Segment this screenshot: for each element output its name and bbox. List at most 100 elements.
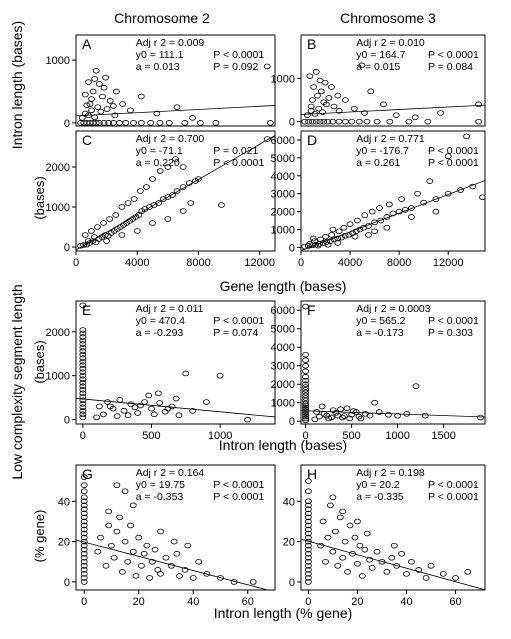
data-point xyxy=(145,392,153,399)
data-point xyxy=(156,120,164,126)
data-point xyxy=(317,236,325,243)
data-point xyxy=(304,526,312,533)
data-point xyxy=(302,400,310,407)
stat-pvalue: P = 0.092 xyxy=(213,61,258,73)
data-point xyxy=(189,408,197,414)
column-title-chromosome-3: Chromosome 3 xyxy=(340,10,436,26)
y-tick-label: 0 xyxy=(64,118,70,130)
data-point xyxy=(80,510,88,517)
data-point xyxy=(100,411,107,418)
data-point xyxy=(412,383,420,389)
data-point xyxy=(79,334,87,340)
data-point xyxy=(302,415,310,422)
panel-letter: C xyxy=(82,132,92,148)
panel-frame xyxy=(300,34,486,127)
data-point xyxy=(122,120,130,126)
data-point xyxy=(143,542,151,549)
data-point xyxy=(80,563,88,569)
data-point xyxy=(79,376,87,382)
data-point xyxy=(330,103,338,110)
data-point xyxy=(79,348,87,354)
y-tick-label: 40 xyxy=(58,496,70,508)
x-tick-label: 500 xyxy=(342,430,360,442)
data-point xyxy=(304,554,312,561)
data-point xyxy=(121,488,129,495)
xlabel-gene-length: Gene length (bases) xyxy=(220,278,347,294)
x-tick-label: 0 xyxy=(298,257,304,269)
data-point xyxy=(324,534,332,541)
data-point xyxy=(93,414,100,421)
stat-text: a = -0.353 xyxy=(136,491,184,503)
data-point xyxy=(301,118,309,125)
data-point xyxy=(312,118,320,125)
data-point xyxy=(302,417,310,424)
data-point xyxy=(398,550,405,557)
data-point xyxy=(340,224,348,231)
data-point xyxy=(340,413,348,419)
xlabel-intron-length-pct: Intron length (% gene) xyxy=(214,605,353,621)
data-point xyxy=(182,370,190,377)
data-point xyxy=(99,93,106,100)
data-point xyxy=(137,120,145,126)
data-point xyxy=(113,528,121,535)
data-point xyxy=(150,411,158,418)
data-point xyxy=(339,508,347,515)
data-point xyxy=(358,573,366,579)
data-point xyxy=(324,118,332,125)
data-point xyxy=(218,202,225,208)
y-tick-label: 2000 xyxy=(46,162,70,174)
panel-frame xyxy=(75,130,276,252)
data-point xyxy=(390,542,398,549)
data-point xyxy=(172,395,180,402)
data-point xyxy=(311,416,319,423)
data-point xyxy=(304,498,312,505)
data-point xyxy=(79,330,87,337)
x-tick-label: 1500 xyxy=(431,430,455,442)
data-point xyxy=(329,548,337,555)
data-point xyxy=(80,502,88,509)
data-point xyxy=(320,99,328,105)
data-point xyxy=(332,410,340,416)
data-point xyxy=(95,120,103,126)
stat-text: a = 0.261 xyxy=(356,157,400,169)
column-title-chromosome-2: Chromosome 2 xyxy=(114,10,210,26)
data-point xyxy=(328,84,335,90)
data-point xyxy=(87,228,95,234)
data-point xyxy=(108,542,115,549)
x-tick-label: 4000 xyxy=(125,257,149,269)
x-tick-label: 12000 xyxy=(433,257,464,269)
data-point xyxy=(169,192,176,198)
data-point xyxy=(384,411,392,418)
data-point xyxy=(475,101,483,108)
data-point xyxy=(94,104,102,110)
data-point xyxy=(407,214,415,220)
data-point xyxy=(302,389,310,396)
data-point xyxy=(463,133,471,140)
x-tick-label: 1000 xyxy=(385,430,409,442)
data-point xyxy=(422,575,430,581)
data-point xyxy=(355,413,363,420)
data-point xyxy=(127,522,134,529)
data-point xyxy=(304,550,312,557)
data-point xyxy=(79,400,87,407)
data-point xyxy=(395,208,403,215)
data-point xyxy=(371,228,379,235)
data-point xyxy=(302,368,310,375)
data-point xyxy=(80,550,88,557)
data-point xyxy=(80,494,88,501)
data-point xyxy=(302,381,310,388)
ylabel-bases-e: (bases) xyxy=(32,340,47,383)
data-point xyxy=(149,176,156,182)
data-point xyxy=(393,563,401,569)
data-point xyxy=(81,91,89,98)
stat-pvalue: P < 0.0001 xyxy=(213,479,264,491)
data-point xyxy=(148,558,156,565)
stat-text: a = 0.013 xyxy=(136,61,180,73)
data-point xyxy=(304,546,312,553)
regression-line xyxy=(301,104,485,115)
data-point xyxy=(135,534,143,541)
data-point xyxy=(118,232,126,238)
data-point xyxy=(80,526,88,533)
stat-pvalue: P < 0.0001 xyxy=(428,479,479,491)
